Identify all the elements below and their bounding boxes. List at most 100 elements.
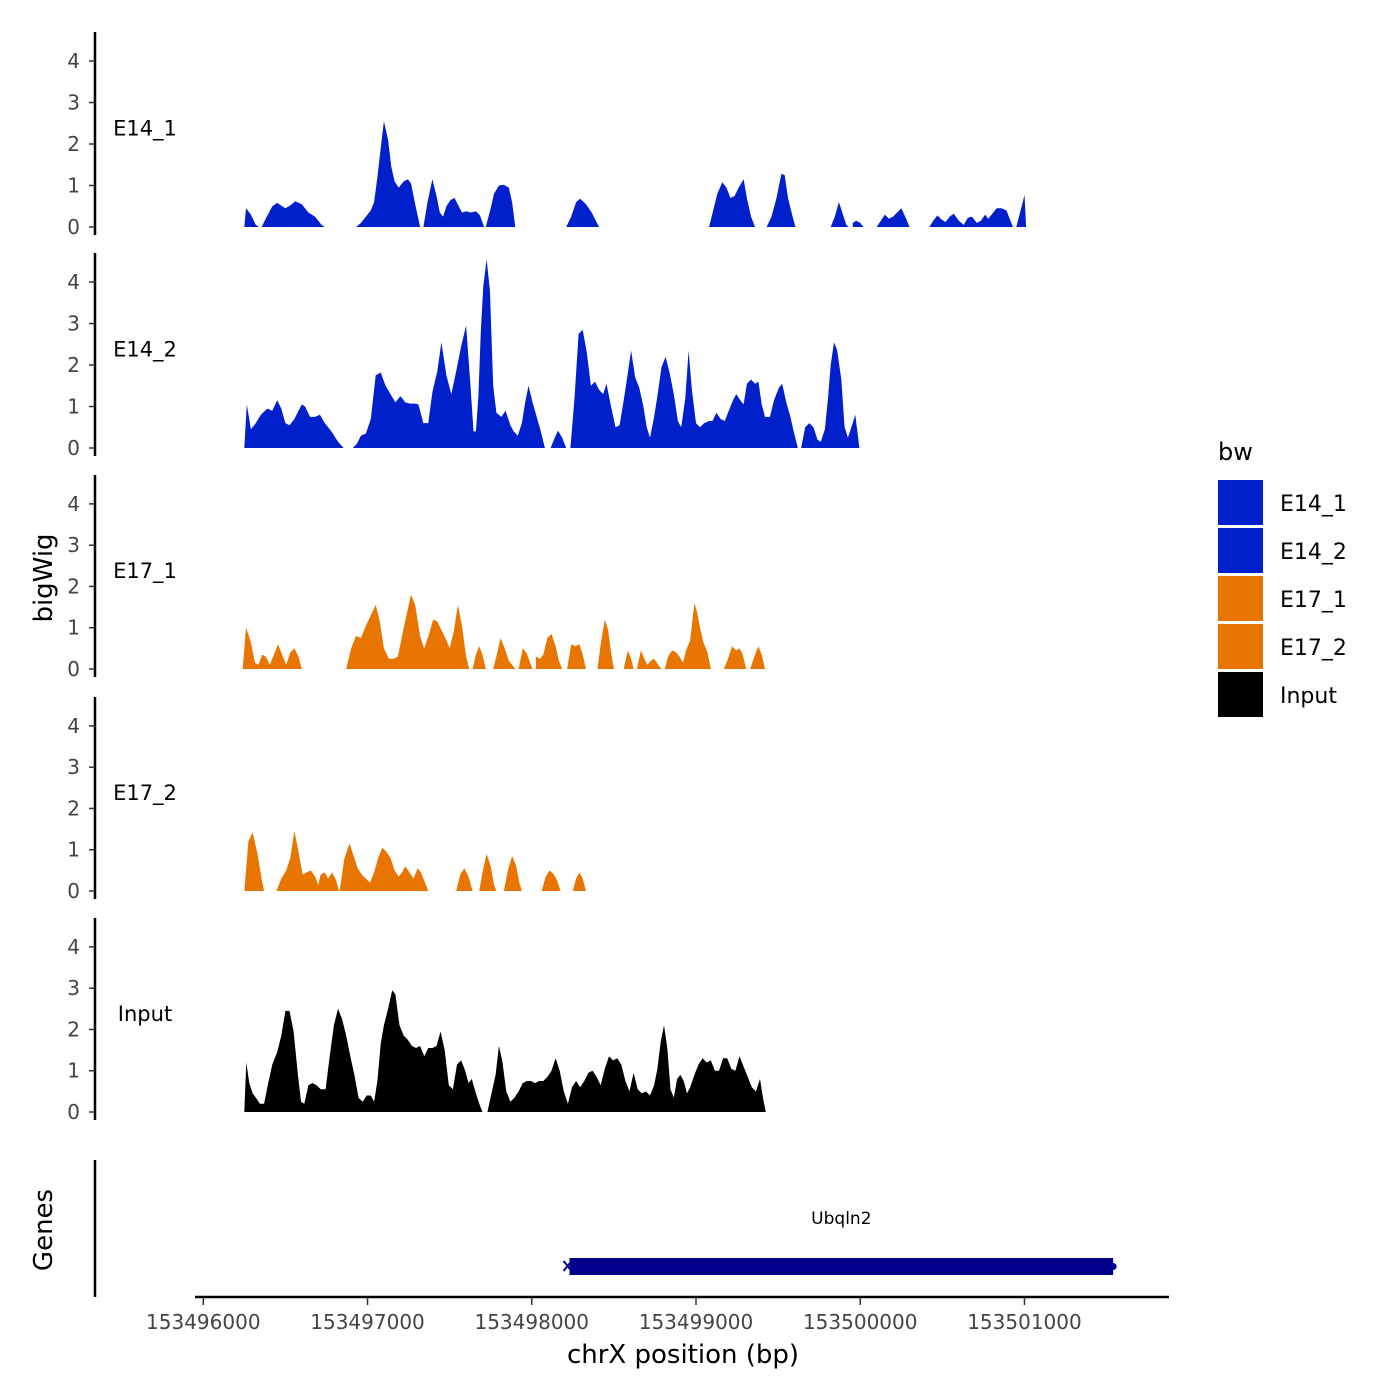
x-axis-label: chrX position (bp) [567, 1340, 799, 1370]
track-label: Input [118, 1002, 172, 1026]
y-tick-label: 1 [67, 395, 80, 419]
legend-label: E17_2 [1280, 636, 1347, 661]
coverage-area [479, 853, 497, 891]
track-label: E17_1 [113, 559, 177, 584]
coverage-area [801, 342, 860, 448]
y-tick-label: 0 [67, 436, 80, 460]
legend-swatch [1218, 576, 1263, 621]
y-tick-label: 0 [67, 215, 80, 239]
y-tick-label: 4 [67, 270, 80, 294]
track-E17_1: 0 1 2 3 4 E17_1 [67, 475, 765, 681]
track-E17_2: 0 1 2 3 4 E17_2 [67, 697, 586, 903]
coverage-area [929, 208, 1013, 227]
coverage-area [766, 173, 796, 227]
track-E14_2: 0 1 2 3 4 E14_2 [67, 253, 860, 460]
coverage-area [852, 220, 864, 227]
coverage-area [535, 633, 563, 669]
legend-swatch [1218, 672, 1263, 717]
coverage-area [597, 619, 614, 669]
coverage-area [261, 201, 325, 227]
track-Input: 0 1 2 3 4 Input [67, 918, 766, 1124]
y-tick-label: 3 [67, 91, 80, 115]
x-tick-label: 153496000 [146, 1310, 261, 1334]
x-axis: 153496000 153497000 153498000 153499000 1535… [146, 1295, 1169, 1334]
coverage-area [276, 831, 339, 891]
track-label: E14_1 [113, 117, 177, 142]
coverage-area [566, 198, 600, 227]
legend-label: Input [1280, 684, 1337, 709]
legend-label: E14_1 [1280, 492, 1347, 517]
y-tick-label: 3 [67, 312, 80, 336]
track-label: E17_2 [113, 781, 177, 806]
track-label: E14_2 [113, 338, 177, 363]
y-tick-label: 1 [67, 1059, 80, 1083]
coverage-area [876, 208, 910, 227]
coverage-area [750, 646, 765, 669]
y-tick-label: 1 [67, 838, 80, 862]
coverage-area [623, 650, 634, 669]
gene-end-marker [1109, 1263, 1117, 1270]
coverage-area [242, 627, 302, 669]
coverage-area [244, 990, 483, 1112]
coverage-area [570, 329, 798, 448]
coverage-area [339, 843, 429, 891]
legend-swatch [1218, 528, 1263, 573]
y-tick-label: 2 [67, 796, 80, 820]
coverage-area [244, 208, 260, 227]
genes-axis-label: Genes [29, 1189, 59, 1271]
y-tick-label: 3 [67, 976, 80, 1000]
y-tick-label: 3 [67, 533, 80, 557]
coverage-area [541, 870, 561, 891]
y-tick-label: 0 [67, 879, 80, 903]
coverage-tracks: 0 1 2 3 4 E14_1 0 1 2 3 4 E14_2 0 1 2 3 4 E17_1 0 1 2 3 4 E17_2… [67, 32, 1027, 1124]
coverage-area [830, 202, 849, 227]
track-E14_1: 0 1 2 3 4 E14_1 [67, 32, 1027, 239]
coverage-area [572, 872, 586, 891]
x-tick-label: 153500000 [803, 1310, 918, 1334]
x-tick-label: 153498000 [474, 1310, 589, 1334]
y-tick-label: 2 [67, 1017, 80, 1041]
coverage-area [567, 644, 586, 669]
y-tick-label: 1 [67, 174, 80, 198]
coverage-area [487, 1025, 766, 1112]
y-tick-label: 2 [67, 574, 80, 598]
coverage-area [352, 259, 545, 448]
coverage-area [423, 179, 485, 227]
genes-panel: Ubqln2 [93, 1160, 1117, 1297]
coverage-area [550, 430, 567, 448]
y-tick-label: 1 [67, 616, 80, 640]
coverage-area [709, 179, 756, 227]
y-tick-label: 4 [67, 935, 80, 959]
coverage-area [244, 832, 265, 891]
x-tick-label: 153497000 [310, 1310, 425, 1334]
gene-label: Ubqln2 [811, 1209, 871, 1229]
gene-start-marker [562, 1260, 573, 1272]
y-tick-label: 2 [67, 132, 80, 156]
legend-swatch [1218, 624, 1263, 669]
coverage-area [1016, 194, 1027, 227]
coverage-area [518, 648, 533, 669]
legend-title: bw [1218, 438, 1253, 466]
coverage-area [503, 855, 522, 891]
y-tick-label: 4 [67, 492, 80, 516]
y-axis-label: bigWig [29, 533, 59, 622]
legend: bw E14_1 E14_2 E17_1 E17_2 Input [1218, 438, 1347, 717]
gene-body [569, 1258, 1114, 1275]
coverage-area [244, 400, 344, 448]
coverage-area [723, 646, 747, 669]
legend-label: E17_1 [1280, 588, 1347, 613]
y-tick-label: 3 [67, 755, 80, 779]
legend-label: E14_2 [1280, 540, 1347, 565]
coverage-area [456, 868, 473, 891]
y-tick-label: 4 [67, 714, 80, 738]
coverage-area [346, 594, 470, 669]
legend-swatch [1218, 480, 1263, 525]
x-tick-label: 153501000 [967, 1310, 1082, 1334]
coverage-area [485, 184, 516, 227]
x-tick-label: 153499000 [639, 1310, 754, 1334]
coverage-area [664, 603, 711, 669]
y-tick-label: 0 [67, 657, 80, 681]
coverage-area [472, 646, 486, 669]
coverage-area [493, 638, 516, 669]
